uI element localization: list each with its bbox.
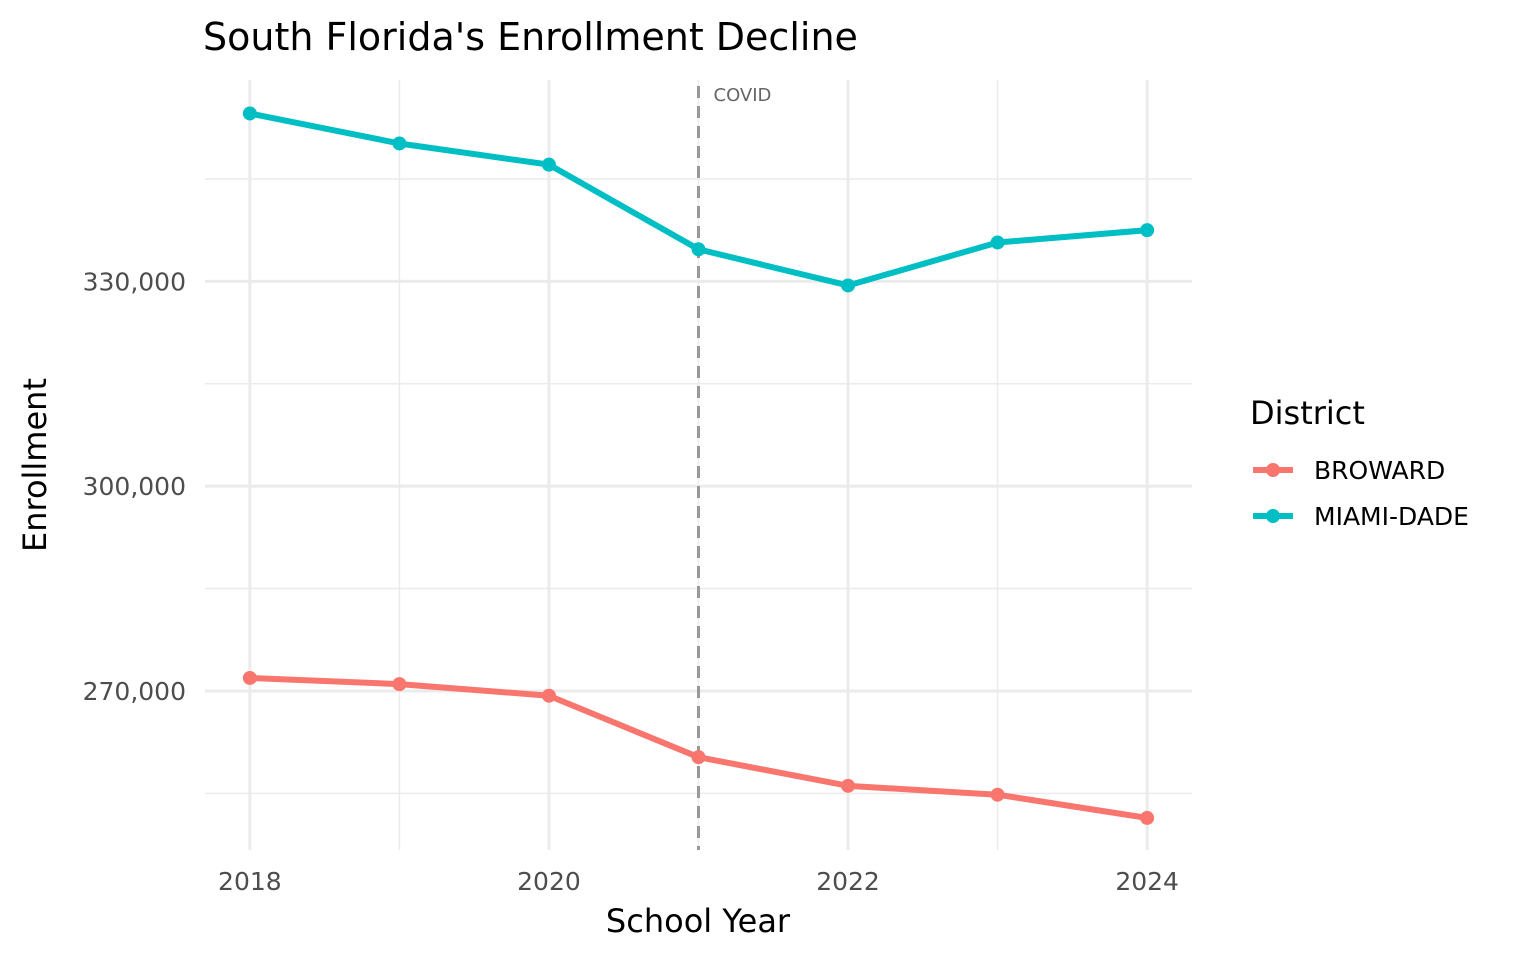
y-axis-label: Enrollment xyxy=(16,378,54,552)
x-axis-label: School Year xyxy=(606,902,791,940)
x-tick-label: 2024 xyxy=(1115,867,1179,896)
x-tick-label: 2020 xyxy=(517,867,581,896)
chart-title: South Florida's Enrollment Decline xyxy=(203,15,858,59)
data-point-miami-dade xyxy=(691,242,706,257)
data-point-miami-dade xyxy=(841,278,856,293)
legend-label: BROWARD xyxy=(1314,456,1445,485)
data-point-broward xyxy=(691,750,706,765)
data-point-broward xyxy=(841,778,856,793)
y-tick-label: 270,000 xyxy=(83,677,186,706)
x-tick-label: 2022 xyxy=(816,867,880,896)
data-point-broward xyxy=(392,677,407,692)
legend-label: MIAMI-DADE xyxy=(1314,502,1469,531)
data-point-miami-dade xyxy=(392,136,407,151)
data-point-broward xyxy=(990,787,1005,802)
x-tick-label: 2018 xyxy=(218,867,282,896)
data-point-broward xyxy=(1140,810,1155,825)
data-point-miami-dade xyxy=(242,106,257,121)
data-point-miami-dade xyxy=(990,235,1005,250)
legend-marker xyxy=(1266,509,1280,523)
covid-annotation-label: COVID xyxy=(714,85,772,106)
data-point-broward xyxy=(541,688,556,703)
data-point-miami-dade xyxy=(1140,223,1155,238)
data-point-miami-dade xyxy=(541,157,556,172)
legend-marker xyxy=(1266,463,1280,477)
y-tick-label: 300,000 xyxy=(83,472,186,501)
y-tick-label: 330,000 xyxy=(83,267,186,296)
data-point-broward xyxy=(242,670,257,685)
legend-title: District xyxy=(1250,394,1365,432)
